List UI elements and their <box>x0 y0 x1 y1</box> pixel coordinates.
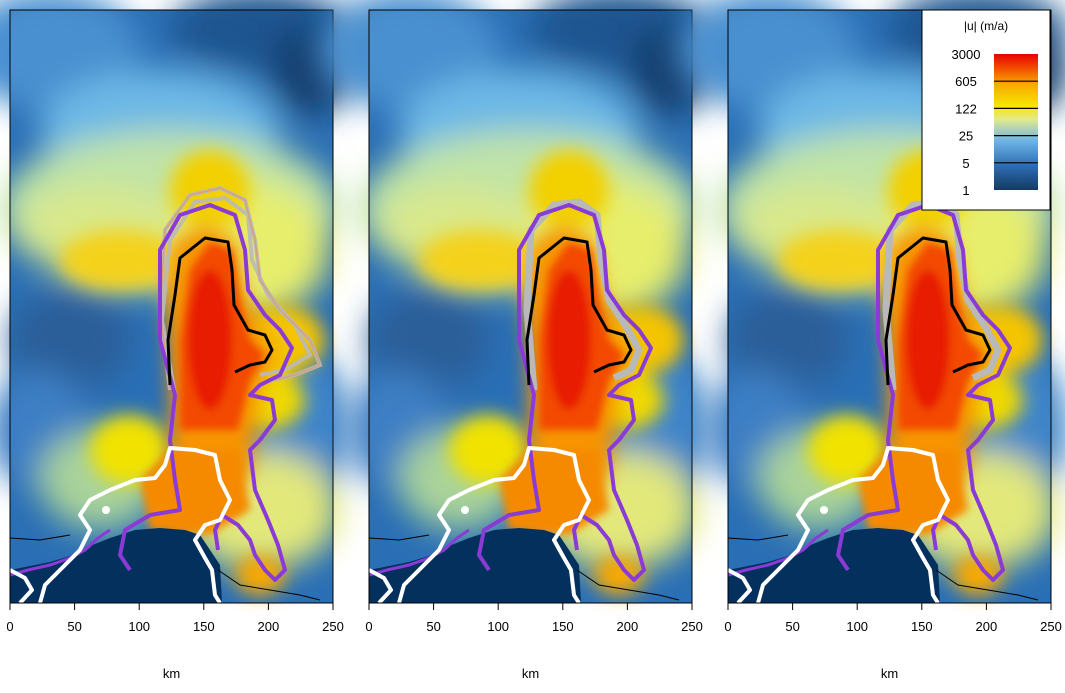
x-tick-label: 200 <box>258 619 280 634</box>
thin-coast-line <box>727 534 1039 601</box>
legend-label: 1 <box>962 183 969 198</box>
velocity-panel-right: 0 50 100 150 200 250 km <box>678 0 1065 681</box>
x-tick-label: 0 <box>365 619 372 634</box>
black-grounding-line <box>166 236 274 386</box>
legend-title: |u| (m/a) <box>964 19 1008 33</box>
thin-coast-line <box>9 534 321 601</box>
x-tick-label: 100 <box>128 619 150 634</box>
x-axis-label: km <box>163 666 180 681</box>
x-tick-label: 50 <box>785 619 799 634</box>
white-grounding-line <box>727 446 950 605</box>
white-marker <box>102 506 110 514</box>
purple-grounding-line <box>118 203 294 582</box>
grey-ensemble-line <box>159 195 313 396</box>
x-tick-label: 100 <box>487 619 509 634</box>
orange-ensemble-line <box>159 187 321 391</box>
x-tick-label: 250 <box>322 619 344 634</box>
x-tick-label: 250 <box>1040 619 1062 634</box>
x-tick-label: 200 <box>976 619 998 634</box>
x-tick-label: 50 <box>426 619 440 634</box>
velocity-panel-left: 0 50 100 150 200 250 km <box>0 0 350 681</box>
white-marker <box>820 506 828 514</box>
x-tick-label: 150 <box>193 619 215 634</box>
purple-grounding-line <box>477 203 653 582</box>
legend-label: 605 <box>955 74 977 89</box>
white-grounding-line <box>9 446 232 605</box>
legend-colorbar <box>994 54 1038 190</box>
x-axis-label: km <box>522 666 539 681</box>
white-marker <box>461 506 469 514</box>
thin-coast-line <box>368 534 680 601</box>
legend: |u| (m/a) 3000 605 122 25 5 1 <box>921 9 1051 211</box>
x-tick-label: 0 <box>724 619 731 634</box>
legend-label: 122 <box>955 101 977 116</box>
purple-grounding-line <box>836 203 1012 582</box>
black-grounding-line <box>525 236 633 386</box>
white-grounding-line <box>368 446 591 605</box>
x-tick-label: 150 <box>911 619 933 634</box>
x-tick-label: 200 <box>617 619 639 634</box>
x-tick-label: 50 <box>67 619 81 634</box>
x-axis-label: km <box>881 666 898 681</box>
x-tick-label: 0 <box>6 619 13 634</box>
legend-label: 25 <box>959 129 973 144</box>
x-tick-label: 150 <box>552 619 574 634</box>
black-grounding-line <box>884 236 992 386</box>
velocity-panel-middle: 0 50 100 150 200 250 km <box>319 0 709 681</box>
x-tick-label: 100 <box>846 619 868 634</box>
x-tick-label: 250 <box>681 619 703 634</box>
legend-label: 5 <box>962 156 969 171</box>
legend-label: 3000 <box>952 47 981 62</box>
